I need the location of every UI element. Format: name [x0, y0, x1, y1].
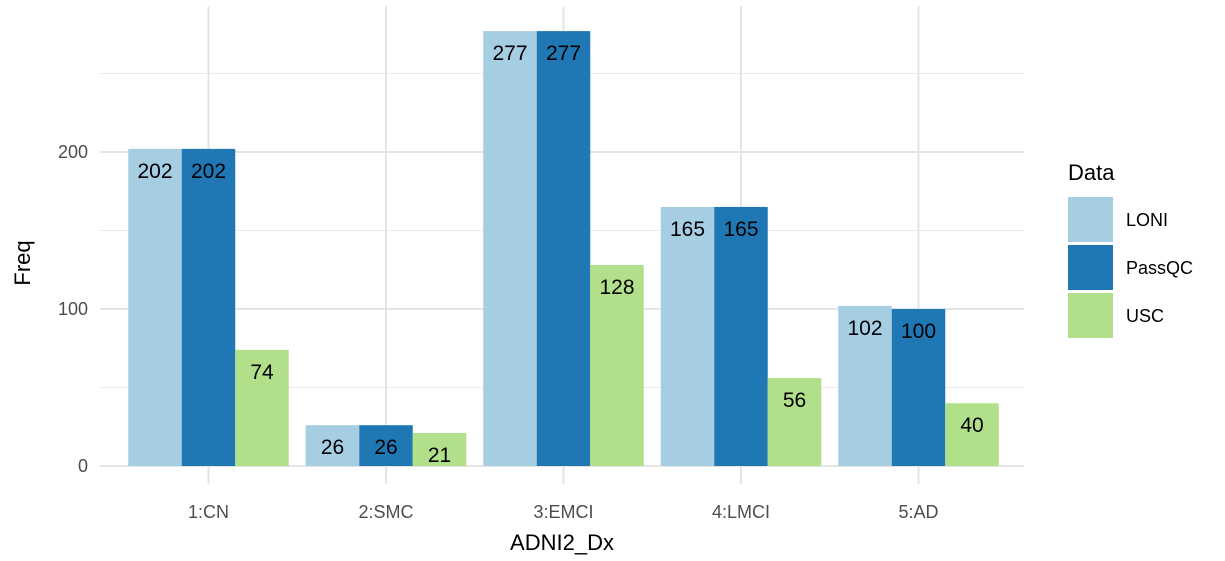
y-axis-tick-labels: 0 100 200: [58, 142, 88, 476]
legend: Data LONI PassQC USC: [1068, 160, 1193, 338]
x-tick-label: 2:SMC: [358, 502, 413, 522]
bar-value-label: 202: [191, 160, 226, 183]
bar-value-label: 165: [723, 218, 758, 241]
y-tick-label: 100: [58, 299, 88, 319]
bar-value-labels: 202 202 74 26 26 21 277 277 128 165 165 56 102 100 40: [137, 42, 983, 467]
bar-value-label: 74: [250, 361, 274, 384]
bar: [483, 31, 537, 467]
bar-value-label: 26: [321, 436, 344, 459]
legend-key: [1068, 293, 1113, 338]
bar: [714, 206, 768, 466]
bar: [412, 433, 467, 466]
bar-value-label: 202: [137, 160, 172, 183]
legend-label: PassQC: [1126, 258, 1193, 278]
bar-value-label: 40: [960, 414, 983, 437]
x-tick-label: 3:EMCI: [533, 502, 593, 522]
bar: [359, 425, 413, 466]
bar-value-label: 102: [847, 317, 882, 340]
y-tick-label: 0: [78, 456, 88, 476]
legend-label: USC: [1126, 306, 1164, 326]
legend-key: [1068, 245, 1113, 290]
x-axis-tick-labels: 1:CN 2:SMC 3:EMCI 4:LMCI 5:AD: [188, 502, 939, 522]
legend-label: LONI: [1126, 210, 1168, 230]
bar: [590, 265, 644, 466]
bar: [536, 31, 591, 467]
bar: [235, 349, 289, 466]
bar: [891, 309, 946, 466]
bar-value-label: 56: [783, 389, 806, 412]
x-axis-title: ADNI2_Dx: [510, 530, 614, 555]
bar: [767, 378, 822, 466]
legend-key: [1068, 197, 1113, 242]
bar: [181, 148, 236, 467]
bar-value-label: 26: [374, 436, 397, 459]
bar: [945, 403, 999, 466]
bar-value-label: 277: [546, 42, 581, 65]
y-tick-label: 200: [58, 142, 88, 162]
bars: [128, 31, 999, 467]
y-axis-title: Freq: [10, 240, 35, 285]
x-tick-label: 1:CN: [188, 502, 229, 522]
bar-value-label: 21: [428, 444, 451, 467]
bar-value-label: 277: [492, 42, 527, 65]
x-tick-label: 5:AD: [898, 502, 938, 522]
bar: [838, 305, 892, 466]
bar: [128, 148, 182, 467]
bar-value-label: 128: [599, 276, 634, 299]
bar: [305, 425, 360, 466]
bar-value-label: 165: [670, 218, 705, 241]
bar-value-label: 100: [901, 320, 936, 343]
bar: [660, 206, 715, 466]
x-tick-label: 4:LMCI: [712, 502, 770, 522]
legend-title: Data: [1068, 160, 1115, 185]
